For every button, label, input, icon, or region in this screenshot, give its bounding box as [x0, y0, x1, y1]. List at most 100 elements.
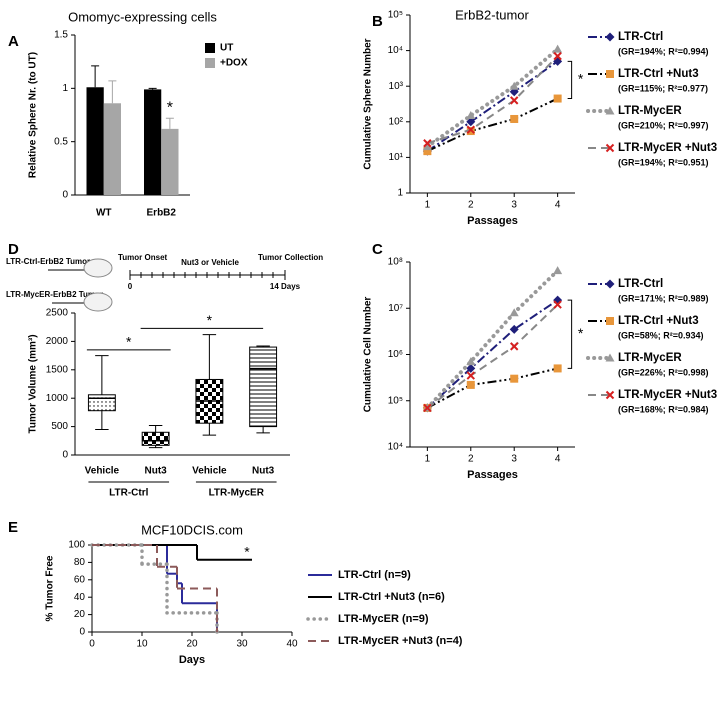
- y-tick-label: 0: [62, 190, 68, 201]
- marker: [466, 371, 475, 380]
- error-bar: [91, 65, 100, 88]
- panel-label: C: [372, 241, 383, 258]
- annotation: *: [126, 334, 132, 350]
- whisker-high: [148, 424, 163, 433]
- legend-label: LTR-MycER +Nut3: [618, 389, 717, 401]
- bar: [103, 103, 121, 195]
- marker: [423, 403, 432, 413]
- series-line: [426, 303, 559, 409]
- legend-marker: [605, 106, 615, 115]
- timeline-start: 0: [128, 282, 133, 291]
- box: [249, 346, 278, 428]
- significance-bracket: [567, 299, 573, 369]
- series-line: [426, 299, 559, 409]
- x-tick-label: 30: [236, 639, 248, 650]
- whisker-low: [95, 410, 109, 430]
- legend-stats: (GR=194%; R²=0.994): [618, 46, 709, 56]
- legend-label: LTR-Ctrl +Nut3: [618, 68, 699, 80]
- series-line: [427, 55, 559, 145]
- timeline-label: Tumor Onset: [118, 253, 168, 262]
- annotation: *: [578, 325, 584, 341]
- legend-marker: [605, 390, 615, 400]
- x-axis-label: Days: [179, 654, 205, 666]
- x-tick-label: Vehicle: [192, 466, 227, 477]
- legend-stats: (GR=226%; R²=0.998): [618, 367, 709, 377]
- y-axis-label: Cumulative Sphere Number: [363, 38, 374, 169]
- schematic-label: LTR-Ctrl-ErbB2 Tumor: [6, 257, 90, 266]
- marker: [466, 363, 476, 373]
- legend-label: LTR-Ctrl: [618, 278, 663, 290]
- marker: [553, 300, 562, 309]
- marker: [466, 111, 476, 120]
- annotation: *: [578, 71, 584, 87]
- series-line: [426, 367, 558, 409]
- x-axis-label: Passages: [467, 469, 518, 481]
- x-tick-label: 2: [468, 454, 474, 465]
- chart-title: MCF10DCIS.com: [141, 522, 243, 537]
- legend-marker: [606, 317, 614, 325]
- x-tick-label: 1: [425, 454, 431, 465]
- panel-label: B: [372, 13, 383, 30]
- box: [141, 431, 170, 446]
- marker: [423, 139, 432, 148]
- y-tick-label: 60: [74, 574, 86, 585]
- marker: [509, 308, 519, 317]
- legend-marker: [605, 32, 615, 42]
- y-tick-label: 10⁸: [388, 257, 403, 268]
- legend-label: LTR-MycER: [618, 105, 682, 117]
- marker: [466, 380, 475, 389]
- legend-marker: [605, 143, 615, 153]
- whisker-high: [202, 334, 217, 380]
- legend-label: LTR-MycER +Nut3: [618, 142, 717, 154]
- y-tick-label: 0: [79, 627, 85, 638]
- marker: [466, 357, 476, 366]
- timeline-end: 14 Days: [270, 282, 301, 291]
- x-tick-label: Nut3: [252, 466, 275, 477]
- y-tick-label: 10²: [389, 116, 404, 127]
- x-tick-label: 3: [511, 454, 517, 465]
- whisker-high: [95, 355, 109, 395]
- legend-stats: (GR=58%; R²=0.934): [618, 330, 704, 340]
- x-tick-label: 3: [511, 200, 517, 211]
- x-tick-label: WT: [96, 208, 112, 219]
- error-bar: [148, 87, 157, 90]
- timeline-ticks: [129, 270, 286, 280]
- timeline-label: Tumor Collection: [258, 253, 323, 262]
- marker: [553, 44, 563, 53]
- y-tick-label: 1000: [46, 393, 69, 404]
- legend-label: +DOX: [220, 58, 248, 69]
- x-tick-label: 4: [555, 454, 561, 465]
- marker: [422, 142, 432, 151]
- annotation: *: [244, 544, 250, 560]
- legend-swatch: [205, 58, 215, 68]
- marker: [510, 96, 519, 105]
- y-axis-label: Cumulative Cell Number: [363, 297, 374, 413]
- x-tick-label: 4: [555, 200, 561, 211]
- marker: [510, 374, 519, 383]
- legend-swatch: [205, 43, 215, 53]
- y-tick-label: 500: [51, 421, 68, 432]
- y-tick-label: 100: [68, 540, 85, 551]
- bar: [161, 128, 179, 195]
- y-tick-label: 10⁴: [388, 45, 403, 56]
- error-bar: [165, 117, 174, 129]
- y-tick-label: 10¹: [389, 152, 404, 163]
- y-tick-label: 40: [74, 592, 86, 603]
- y-axis-label: Relative Sphere Nr. (to UT): [28, 52, 39, 178]
- y-tick-label: 0.5: [54, 136, 68, 147]
- error-bar: [108, 80, 117, 104]
- marker: [510, 114, 519, 123]
- group-label: LTR-MycER: [209, 488, 265, 499]
- x-tick-label: 2: [468, 200, 474, 211]
- chart-title: Omomyc-expressing cells: [68, 9, 217, 24]
- schematic-label: LTR-MycER-ErbB2 Tumor: [6, 290, 103, 299]
- legend-label: LTR-Ctrl (n=9): [338, 569, 411, 581]
- timeline-label: Nut3 or Vehicle: [181, 258, 239, 267]
- y-tick-label: 10⁵: [388, 395, 403, 406]
- x-tick-label: Vehicle: [85, 466, 120, 477]
- bar: [144, 89, 162, 195]
- marker: [509, 81, 519, 90]
- mouse-icon: [83, 292, 113, 312]
- schematic: LTR-Ctrl-ErbB2 Tumor LTR-MycER-ErbB2 Tum…: [6, 253, 323, 312]
